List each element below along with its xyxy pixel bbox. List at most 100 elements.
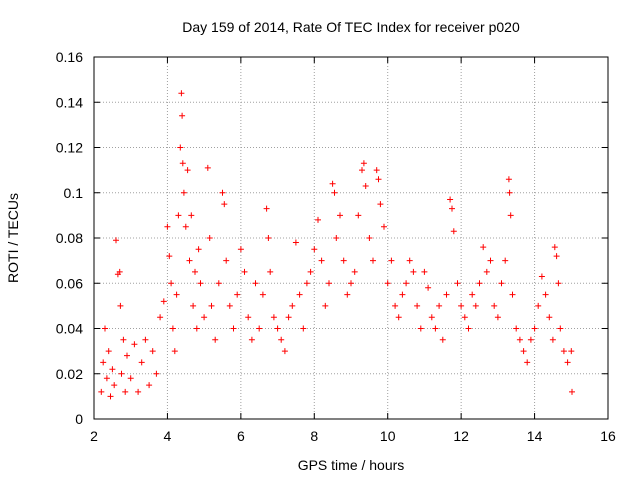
y-tick-label: 0: [75, 411, 83, 427]
data-point: [118, 370, 125, 377]
data-point: [564, 359, 571, 366]
data-point: [447, 196, 454, 203]
data-point: [102, 325, 108, 332]
data-point: [175, 212, 182, 219]
data-point: [370, 257, 376, 264]
data-point: [127, 375, 134, 382]
data-point: [278, 336, 285, 343]
y-tick-label: 0.16: [56, 49, 83, 65]
data-point: [157, 314, 164, 321]
data-point: [421, 268, 428, 275]
data-point: [204, 164, 211, 171]
data-point: [318, 257, 325, 264]
data-point: [234, 291, 241, 298]
x-tick-label: 4: [164, 428, 172, 444]
data-point: [292, 239, 299, 246]
data-point: [100, 359, 107, 366]
data-point: [131, 341, 138, 348]
data-point: [223, 257, 230, 264]
data-point: [392, 302, 399, 309]
data-point: [285, 314, 292, 321]
data-point: [184, 167, 191, 174]
data-point: [406, 257, 413, 264]
data-point: [124, 352, 130, 359]
y-tick-label: 0.06: [56, 275, 83, 291]
data-point: [333, 235, 340, 241]
y-tick-label: 0.02: [56, 366, 83, 382]
data-point: [414, 302, 421, 309]
data-point: [192, 268, 198, 275]
data-point: [206, 235, 213, 241]
data-point: [171, 348, 178, 355]
data-point: [494, 314, 501, 321]
data-point: [344, 291, 351, 298]
data-point: [375, 176, 382, 183]
data-point: [360, 160, 367, 167]
y-tick-label: 0.1: [64, 185, 84, 201]
y-tick-label: 0.04: [56, 321, 83, 337]
data-point: [188, 212, 195, 219]
data-point: [476, 280, 483, 287]
data-point: [428, 314, 435, 321]
axis-ticks: 2 4 6 8 10 12 14 16 0 0.02 0.04 0.06 0.08 0.1 0.12 0.14…: [56, 49, 616, 444]
data-point: [160, 298, 167, 305]
data-point: [256, 325, 263, 332]
data-point: [487, 257, 494, 264]
data-point: [331, 189, 338, 196]
data-point: [179, 112, 186, 119]
y-tick-label: 0.14: [56, 94, 83, 110]
data-point: [560, 348, 567, 355]
data-point: [436, 302, 443, 309]
data-point: [117, 302, 124, 309]
data-point: [168, 280, 175, 287]
data-point: [274, 325, 281, 332]
data-point: [300, 325, 307, 332]
data-point: [337, 212, 343, 219]
data-point: [395, 314, 402, 321]
data-point: [549, 336, 556, 343]
data-point: [146, 382, 153, 389]
data-point: [212, 336, 219, 343]
data-point: [553, 253, 560, 260]
data-point: [182, 223, 189, 230]
data-point: [399, 291, 406, 298]
data-point: [311, 246, 318, 253]
data-point: [388, 257, 395, 264]
data-point: [270, 314, 277, 321]
data-point: [377, 201, 384, 208]
data-point: [226, 302, 233, 309]
data-point: [201, 314, 208, 321]
data-point: [169, 325, 176, 332]
data-point: [432, 325, 439, 332]
data-point: [289, 302, 296, 309]
data-point: [105, 348, 112, 355]
data-point: [329, 180, 336, 187]
data-point: [491, 302, 498, 309]
data-point: [384, 280, 391, 287]
data-point: [315, 216, 321, 223]
x-tick-label: 12: [453, 428, 469, 444]
data-point: [524, 359, 531, 366]
data-point: [166, 253, 173, 260]
data-point: [425, 284, 432, 291]
chart-title: Day 159 of 2014, Rate Of TEC Index for r…: [182, 19, 520, 35]
data-point: [178, 90, 185, 97]
data-point: [359, 167, 365, 174]
y-tick-label: 0.08: [56, 230, 83, 246]
data-point: [443, 291, 450, 298]
data-point: [190, 302, 197, 309]
data-point: [193, 325, 200, 332]
data-point: [516, 336, 523, 343]
data-point: [173, 291, 180, 298]
data-point: [296, 291, 303, 298]
data-point: [531, 325, 538, 332]
data-point: [153, 370, 160, 377]
data-point: [505, 176, 512, 183]
data-point: [355, 212, 362, 219]
data-point: [520, 348, 527, 355]
data-point: [135, 388, 142, 395]
data-point: [513, 325, 520, 332]
data-point: [180, 189, 187, 196]
data-point: [219, 189, 226, 196]
